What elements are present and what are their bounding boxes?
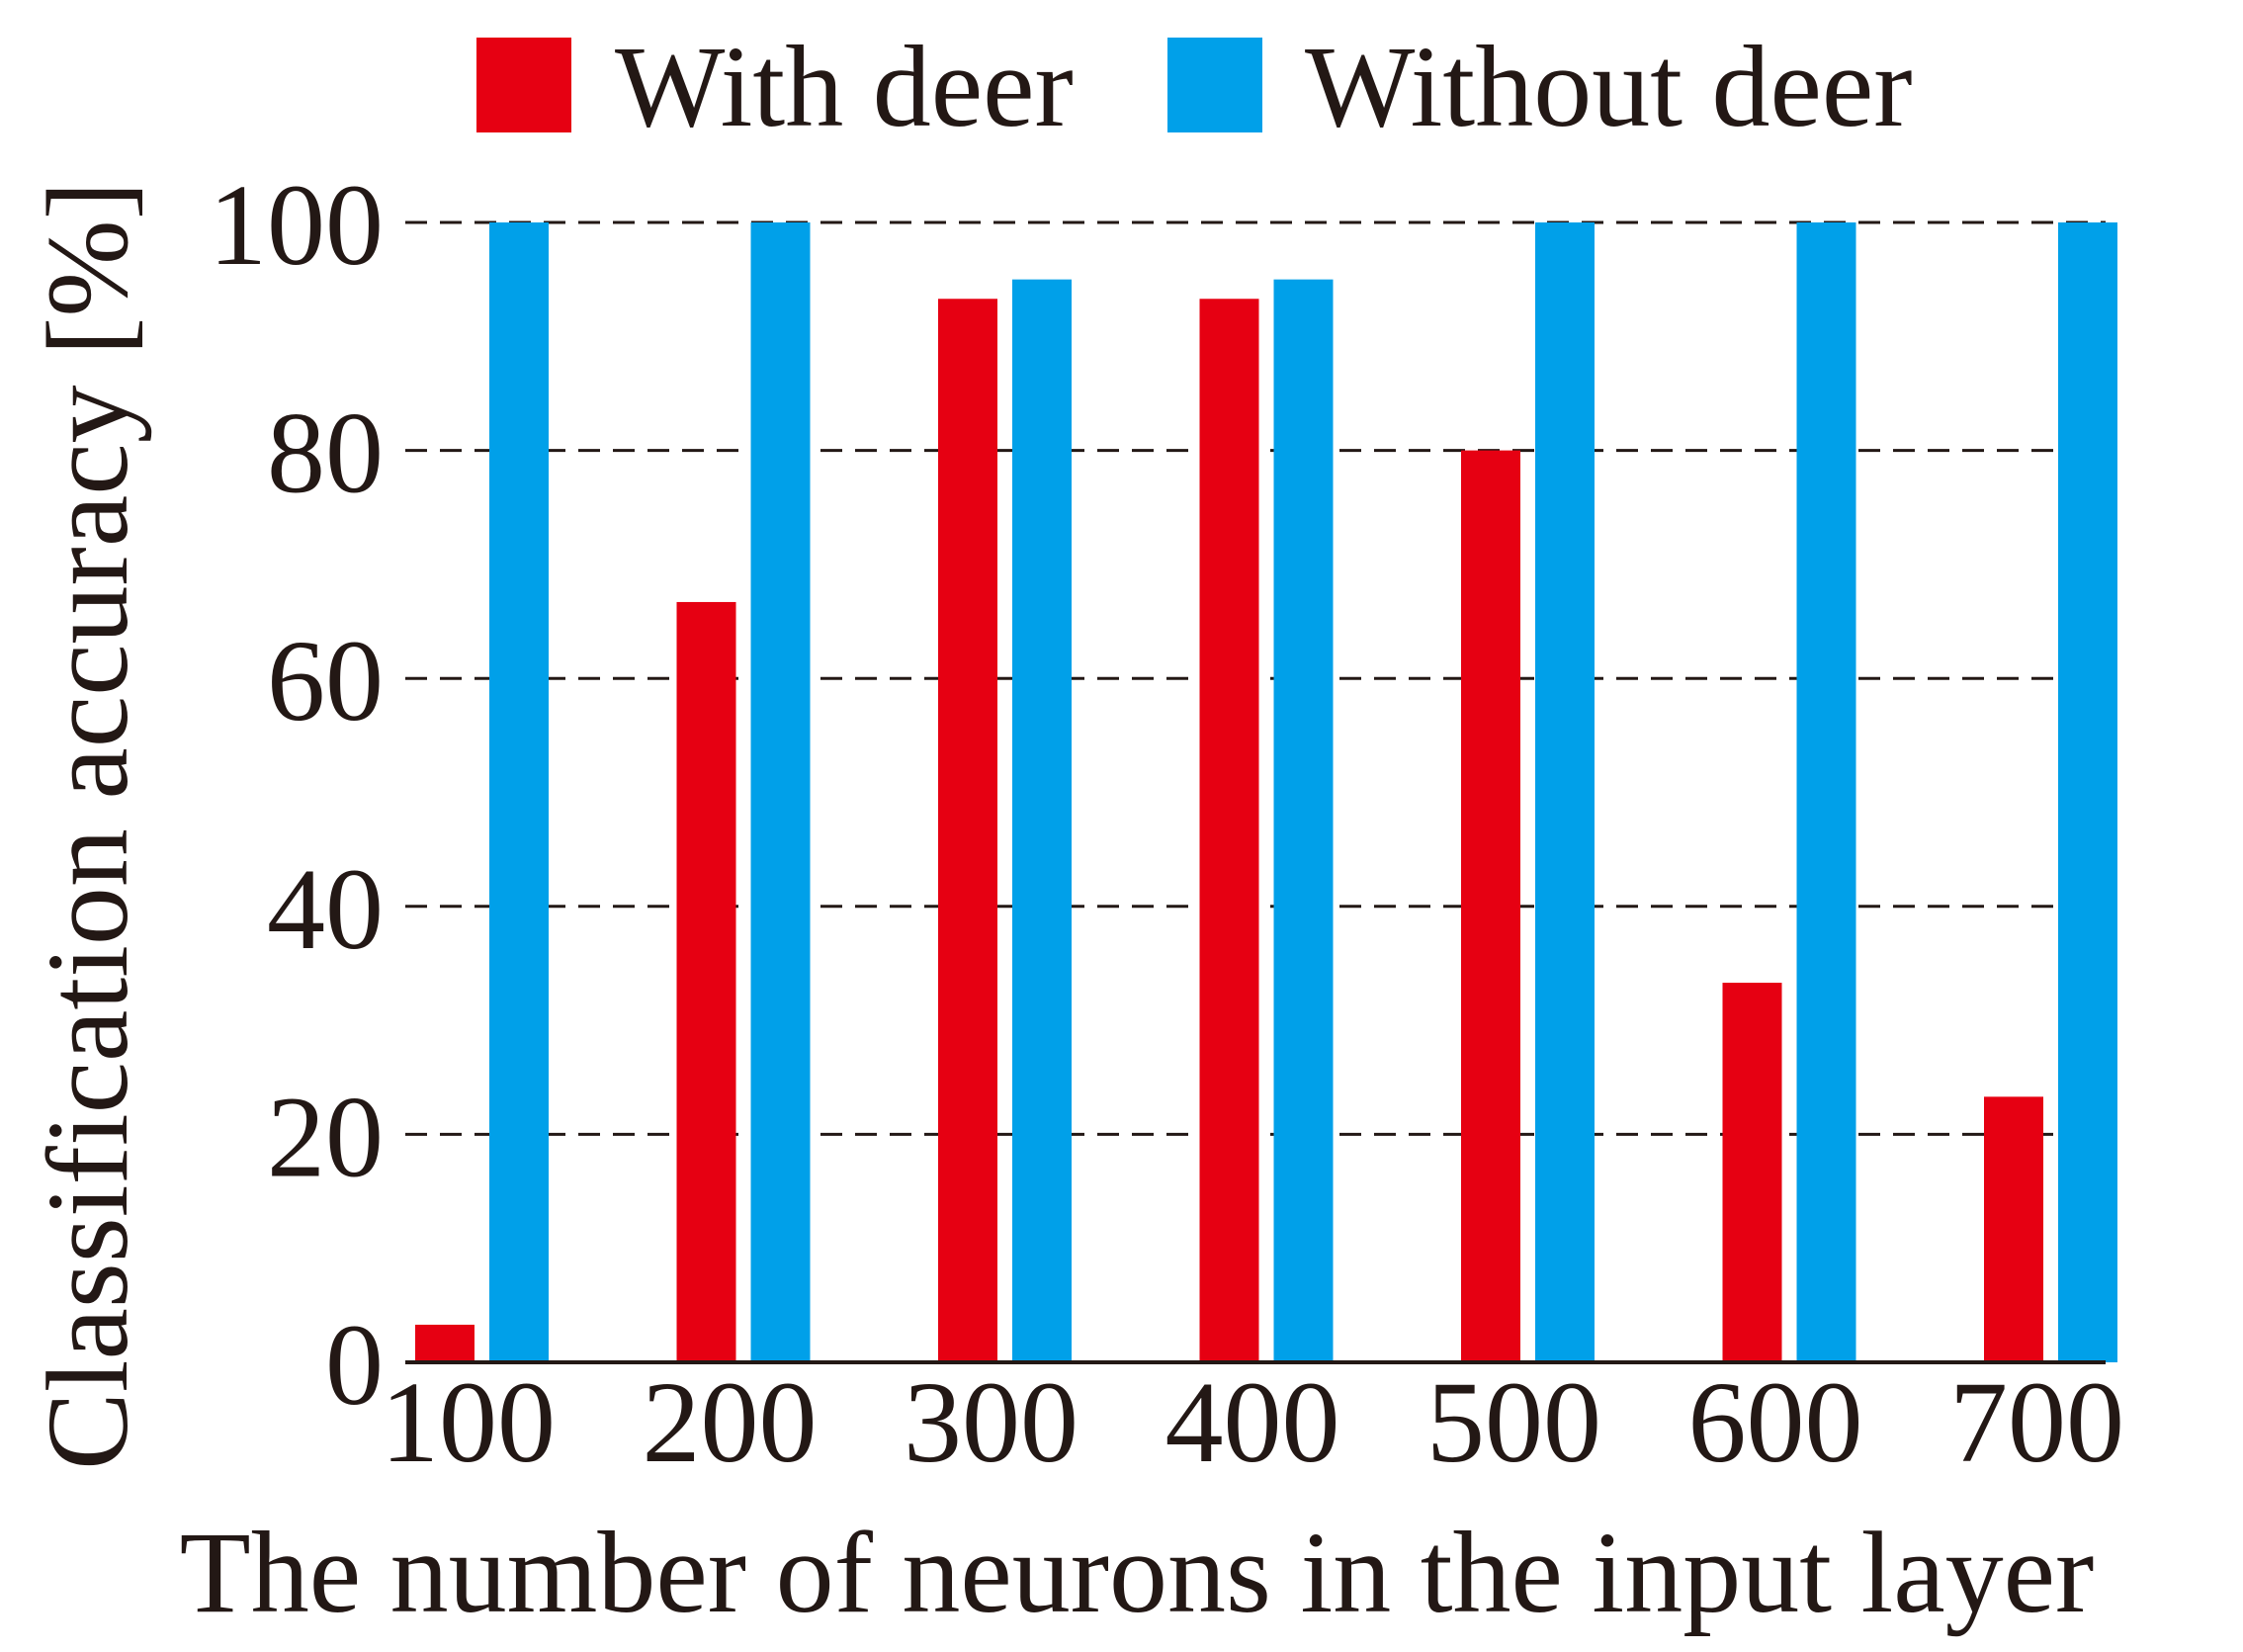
- bar-with-deer-600: [1722, 983, 1782, 1362]
- y-tick-label: 80: [267, 389, 384, 518]
- bar-with-deer-200: [676, 601, 736, 1362]
- legend-swatch-without-deer: [1167, 38, 1262, 132]
- bar-with-deer-400: [1199, 299, 1259, 1363]
- bar-without-deer-100: [489, 222, 549, 1362]
- x-tick-label: 600: [1688, 1357, 1863, 1487]
- x-tick-label: 500: [1426, 1357, 1601, 1487]
- bar-without-deer-500: [1535, 222, 1595, 1362]
- y-tick-label: 0: [325, 1300, 384, 1430]
- y-axis-ticks: 0 20 40 60 80 100: [209, 160, 384, 1430]
- bar-without-deer-200: [750, 222, 811, 1362]
- bar-with-deer-700: [1984, 1096, 2043, 1362]
- y-axis-title: Classification accuracy [%]: [23, 181, 152, 1470]
- x-tick-label: 400: [1165, 1357, 1340, 1487]
- bar-with-deer-300: [938, 299, 997, 1363]
- legend: With deer Without deer: [476, 22, 1913, 151]
- legend-swatch-with-deer: [476, 38, 571, 132]
- bar-with-deer-500: [1461, 450, 1520, 1363]
- x-tick-label: 300: [904, 1357, 1078, 1487]
- x-tick-label: 100: [381, 1357, 556, 1487]
- bars: [415, 222, 2117, 1363]
- x-axis-ticks: 100 200 300 400 500 600 700: [381, 1357, 2124, 1487]
- y-tick-label: 40: [267, 844, 384, 974]
- x-tick-label: 700: [1949, 1357, 2124, 1487]
- y-tick-label: 100: [209, 160, 384, 290]
- legend-label-without-deer: Without deer: [1305, 22, 1913, 151]
- x-axis-title: The number of neurons in the input layer: [180, 1508, 2095, 1637]
- legend-label-with-deer: With deer: [615, 22, 1074, 151]
- y-tick-label: 20: [267, 1072, 384, 1201]
- x-tick-label: 200: [643, 1357, 818, 1487]
- bar-without-deer-600: [1796, 222, 1856, 1362]
- bar-with-deer-100: [415, 1324, 474, 1362]
- bar-without-deer-400: [1273, 279, 1334, 1362]
- y-tick-label: 60: [267, 616, 384, 745]
- bar-without-deer-700: [2058, 222, 2117, 1362]
- bar-without-deer-300: [1012, 279, 1072, 1362]
